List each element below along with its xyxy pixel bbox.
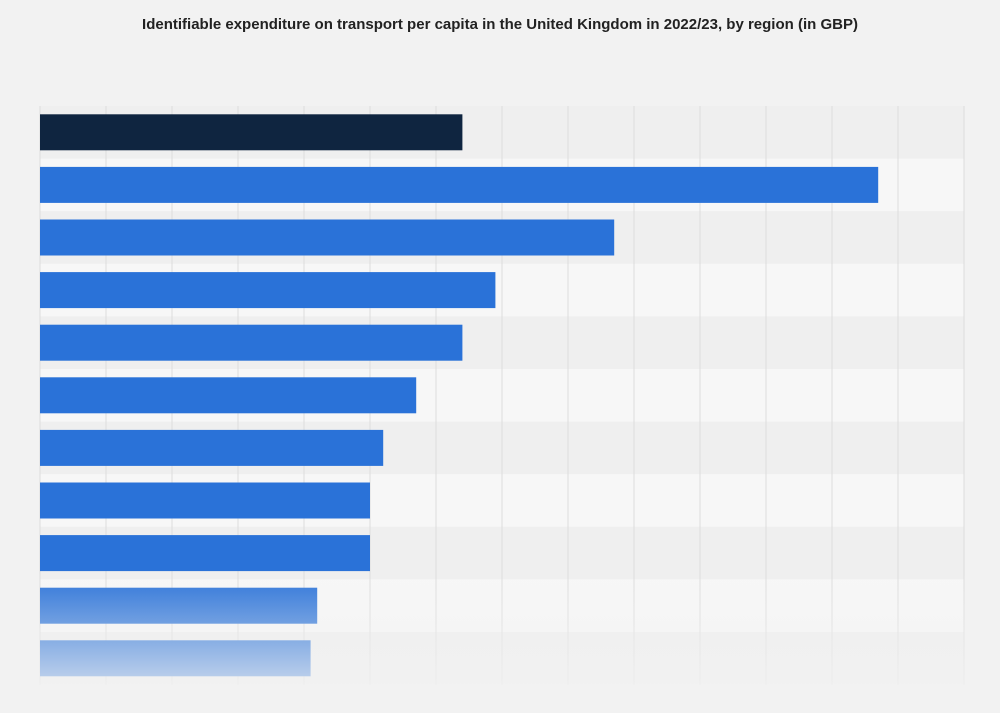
bar [40,377,417,414]
fade-overlay [0,570,1000,713]
bar [40,114,463,151]
bar [40,482,370,519]
chart-title: Identifiable expenditure on transport pe… [142,16,858,33]
bar [40,429,384,466]
bar [40,272,496,309]
bar [40,166,879,203]
bar [40,324,463,361]
bar [40,535,370,572]
bar [40,219,615,256]
